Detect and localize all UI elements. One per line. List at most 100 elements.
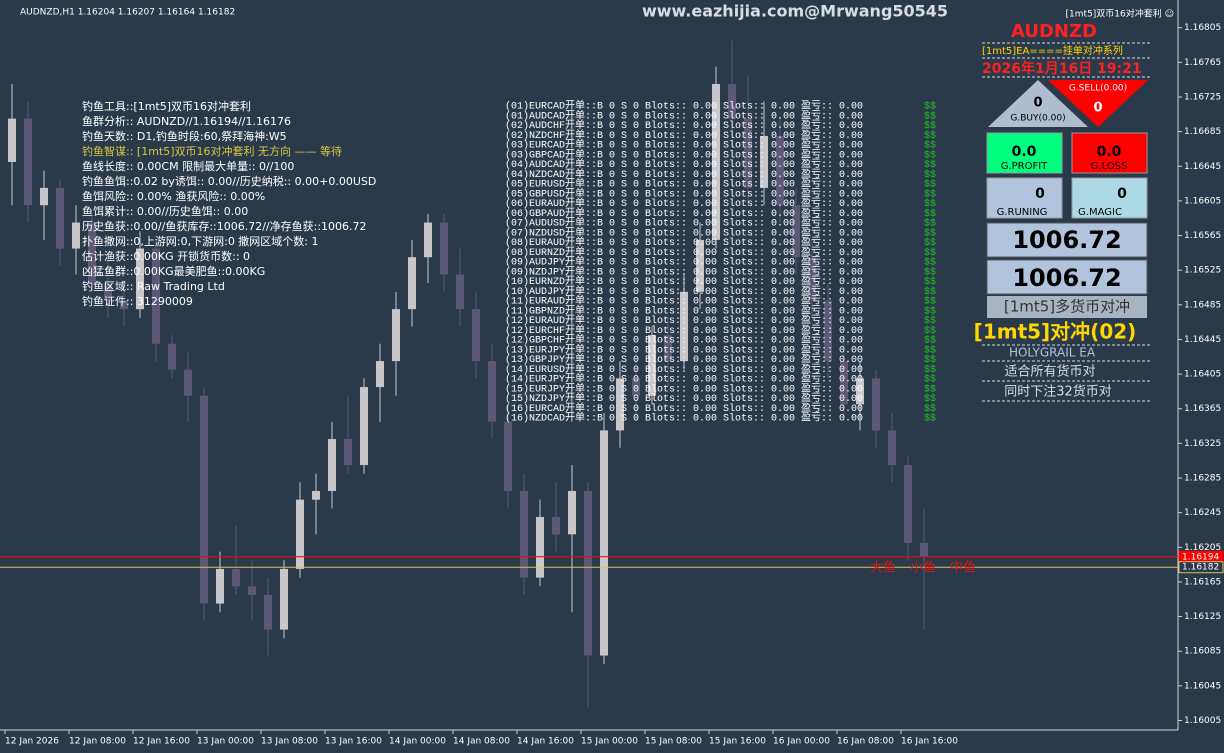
candle-body [280, 568, 288, 630]
profit-label: G.PROFIT [1001, 161, 1048, 172]
pair-row: (10)AUDJPY开单::B 0 S 0 Blots:: 0.00 Slots… [505, 285, 863, 298]
pair-flag: $$ [924, 247, 936, 259]
x-tick-label: 16 Jan 16:00 [901, 737, 958, 747]
info-line: 钓鱼天数:: D1,钓鱼时段:60,祭拜海神:W5 [82, 129, 287, 143]
candle-body [648, 335, 656, 396]
annotation: 中鱼 [950, 560, 976, 576]
candle-body [424, 222, 432, 258]
info-line: 历史鱼获::0.00//鱼获库存::1006.72//净存鱼获::1006.72 [82, 219, 367, 233]
pair-flag: $$ [924, 266, 936, 278]
price-label: 1.16194 [1182, 552, 1219, 562]
x-tick-label: 12 Jan 08:00 [69, 737, 126, 747]
pair-row: (13)EURJPY开单::B 0 S 0 Blots:: 0.00 Slots… [505, 343, 863, 356]
control-panel: AUDNZD [1mt5]EA====挂单对冲系列 2026年1月16日 19:… [974, 21, 1150, 402]
candle-body [728, 83, 736, 119]
candle-body [56, 187, 64, 249]
balance: 1006.72 [1012, 226, 1121, 254]
multi-box [987, 296, 1147, 318]
pair-flag: $$ [924, 227, 936, 239]
y-tick-label: 1.16685 [1184, 127, 1221, 137]
panel-symbol: AUDNZD [1011, 21, 1097, 42]
pair-row: (12)EURAUD开单::B 0 S 0 Blots:: 0.00 Slots… [505, 314, 863, 327]
candle-body [696, 239, 704, 292]
pair-flag: $$ [924, 140, 936, 152]
candle-body [216, 568, 224, 604]
candle-body [808, 257, 816, 301]
pair-row: (07)AUDUSD开单::B 0 S 0 Blots:: 0.00 Slots… [505, 217, 863, 230]
candle-body [824, 300, 832, 362]
candle-body [8, 118, 16, 162]
note: 适合所有货币对 [1004, 364, 1095, 380]
candle-body [536, 516, 544, 578]
candle-body [456, 274, 464, 310]
candle-body [472, 309, 480, 362]
profit-box[interactable] [986, 132, 1063, 174]
info-line: 鱼线长度:: 0.00CM 限制最大单量:: 0//100 [82, 159, 294, 173]
candle-body [616, 378, 624, 431]
running-label: G.RUNING [997, 207, 1048, 218]
x-tick-label: 16 Jan 00:00 [773, 737, 830, 747]
loss-value: 0.0 [1097, 144, 1122, 160]
candle-body [376, 361, 384, 388]
pair-flag: $$ [924, 305, 936, 317]
candle-body [872, 378, 880, 431]
pair-flag: $$ [924, 130, 936, 142]
candle-body [72, 222, 80, 249]
y-tick-label: 1.16525 [1184, 266, 1221, 276]
y-tick-label: 1.16645 [1184, 162, 1221, 172]
multi-label: [1mt5]多货币对冲 [1004, 298, 1130, 316]
y-tick-label: 1.16285 [1184, 474, 1221, 484]
info-line: 鱼群分析:: AUDNZD//1.16194//1.16176 [82, 114, 291, 128]
ea-name: [1mt5]双币16对冲套利 ☺ [1066, 8, 1174, 20]
y-tick-label: 1.16485 [1184, 300, 1221, 310]
candle-body [360, 387, 368, 466]
watermark: www.eazhijia.com@Mrwang50545 [642, 2, 948, 21]
candle-body [392, 309, 400, 362]
candle-body [168, 343, 176, 370]
pair-flag: $$ [924, 237, 936, 249]
x-tick-label: 12 Jan 16:00 [133, 737, 190, 747]
running-value: 0 [1035, 186, 1045, 202]
pair-flag: $$ [924, 188, 936, 200]
pair-flag: $$ [924, 354, 936, 366]
candle-body [584, 490, 592, 656]
x-tick-label: 15 Jan 08:00 [645, 737, 702, 747]
candle-body [600, 430, 608, 656]
candle-body [888, 430, 896, 466]
info-line: 钓鱼证件:: 31290009 [82, 294, 193, 308]
magic-box[interactable] [1071, 177, 1148, 219]
candle-body [344, 439, 352, 466]
running-box[interactable] [986, 177, 1063, 219]
x-tick-label: 14 Jan 08:00 [453, 737, 510, 747]
candle-body [920, 542, 928, 557]
info-line: 估计渔获::0.00KG 开锁货币数:: 0 [82, 249, 250, 263]
loss-label: G.LOSS [1091, 161, 1128, 172]
buy-button[interactable] [988, 80, 1088, 127]
info-line: 凶猛鱼群::0.00KG最美肥鱼::0.00KG [82, 264, 265, 278]
candle-body [408, 257, 416, 310]
candle-body [120, 300, 128, 310]
y-tick-label: 1.16165 [1184, 577, 1221, 587]
x-tick-label: 14 Jan 16:00 [517, 737, 574, 747]
pair-row: (15)NZDJPY开单::B 0 S 0 Blots:: 0.00 Slots… [505, 392, 863, 405]
y-tick-label: 1.16725 [1184, 92, 1221, 102]
loss-box[interactable] [1071, 132, 1148, 174]
pair-flag: $$ [924, 110, 936, 122]
pair-row: (03)GBPCAD开单::B 0 S 0 Blots:: 0.00 Slots… [505, 148, 863, 161]
candle-body [136, 248, 144, 310]
sell-button[interactable] [1048, 80, 1148, 127]
y-tick-label: 1.16125 [1184, 612, 1221, 622]
pair-row: (16)NZDCAD开单::B 0 S 0 Blots:: 0.00 Slots… [505, 412, 863, 425]
pair-flag: $$ [924, 286, 936, 298]
candle-body [712, 83, 720, 240]
y-tick-label: 1.16605 [1184, 196, 1221, 206]
y-tick-label: 1.16085 [1184, 647, 1221, 657]
pair-row: (12)GBPCHF开单::B 0 S 0 Blots:: 0.00 Slots… [505, 334, 863, 347]
y-tick-label: 1.16325 [1184, 439, 1221, 449]
candle-body [40, 187, 48, 206]
candle-body [232, 568, 240, 587]
info-line: 钓鱼区域:: Raw Trading Ltd [82, 279, 225, 293]
price-label: 1.16182 [1182, 563, 1219, 573]
pair-row: (16)EURCAD开单::B 0 S 0 Blots:: 0.00 Slots… [505, 402, 863, 415]
